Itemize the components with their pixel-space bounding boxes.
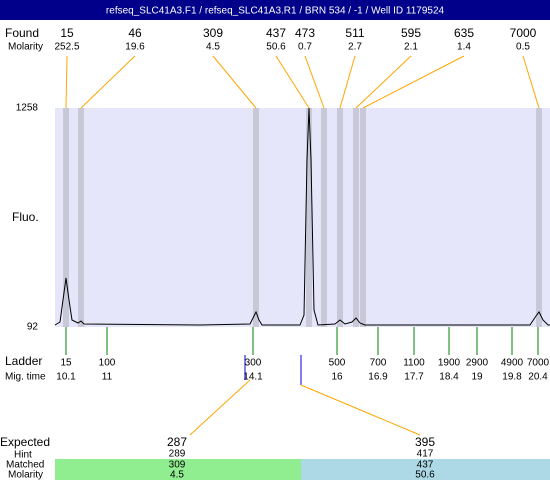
ladder-label: Ladder [5, 354, 42, 368]
found-connector [355, 55, 412, 109]
found-size: 595 [401, 26, 421, 40]
ladder-time: 19 [471, 372, 483, 383]
found-molarity: 0.5 [516, 42, 530, 53]
fluo-label: Fluo. [12, 210, 39, 224]
matched-molarity: 50.6 [415, 470, 435, 480]
found-connector [65, 55, 68, 109]
molarity2-label: Molarity [8, 470, 43, 480]
hint-label: Hint [14, 450, 32, 461]
found-size: 437 [266, 26, 286, 40]
y-top-label: 1258 [16, 103, 39, 114]
peak-band [337, 108, 343, 327]
found-connector [275, 55, 310, 109]
ladder-size: 300 [245, 358, 262, 369]
peak-band [353, 108, 359, 327]
expected-size: 287 [167, 435, 187, 449]
matched-size: 309 [169, 460, 186, 471]
found-molarity: 252.5 [54, 42, 79, 53]
peak-band [321, 108, 327, 327]
ladder-size: 100 [99, 358, 116, 369]
matched-label: Matched [6, 460, 44, 471]
ladder-size: 1900 [438, 358, 461, 369]
found-size: 46 [128, 26, 142, 40]
found-molarity: 1.4 [457, 42, 471, 53]
found-size: 309 [203, 26, 223, 40]
found-size: 511 [345, 26, 364, 40]
expected-connector [300, 384, 421, 436]
ladder-size: 1100 [403, 358, 425, 369]
found-connector [362, 55, 465, 109]
found-connector [212, 55, 257, 109]
ladder-time: 17.7 [404, 372, 424, 383]
found-molarity: 50.6 [266, 42, 286, 53]
peak-band [253, 108, 259, 327]
found-molarity: 2.7 [348, 42, 362, 53]
found-connector [304, 55, 325, 109]
found-size: 15 [60, 26, 74, 40]
found-connector [339, 55, 356, 109]
ladder-time: 20.4 [528, 372, 548, 383]
ladder-time: 14.1 [243, 372, 263, 383]
peak-band [78, 108, 84, 327]
matched-bg-1 [55, 459, 301, 480]
title-bar [0, 0, 550, 20]
found-size: 7000 [510, 26, 537, 40]
found-molarity: 2.1 [404, 42, 418, 53]
ladder-size: 7000 [527, 358, 550, 369]
found-connector [522, 55, 540, 109]
peak-band [536, 108, 542, 327]
ladder-time: 11 [102, 372, 113, 383]
peak-band [306, 108, 312, 327]
ladder-time: 18.4 [439, 372, 459, 383]
found-molarity: 4.5 [206, 42, 220, 53]
hint-size: 289 [169, 449, 186, 460]
mig-time-label: Mig. time [5, 372, 46, 383]
molarity-label: Molarity [8, 42, 43, 53]
ladder-size: 500 [329, 358, 346, 369]
peak-band [63, 108, 69, 327]
y-bottom-label: 92 [27, 322, 39, 333]
ladder-size: 700 [370, 358, 387, 369]
found-molarity: 0.7 [298, 42, 312, 53]
trace [54, 107, 550, 326]
expected-size: 395 [415, 435, 435, 449]
ladder-size: 4900 [501, 358, 524, 369]
title: refseq_SLC41A3.F1 / refseq_SLC41A3.R1 / … [106, 6, 445, 17]
found-label: Found [5, 26, 39, 40]
matched-size: 437 [417, 460, 434, 471]
ladder-size: 2900 [466, 358, 489, 369]
hint-size: 417 [417, 449, 434, 460]
found-connector [80, 55, 136, 109]
matched-bg-2 [301, 459, 550, 480]
expected-connector [189, 379, 251, 436]
expected-label: Expected [0, 435, 50, 449]
found-size: 473 [295, 26, 315, 40]
ladder-time: 16 [331, 372, 343, 383]
found-molarity: 19.6 [125, 42, 145, 53]
ladder-size: 15 [60, 358, 72, 369]
peak-band [360, 108, 366, 327]
matched-molarity: 4.5 [170, 470, 184, 480]
ladder-time: 16.9 [368, 372, 388, 383]
ladder-time: 19.8 [502, 372, 522, 383]
found-size: 635 [454, 26, 474, 40]
ladder-time: 10.1 [56, 372, 76, 383]
plot-area [55, 108, 550, 327]
